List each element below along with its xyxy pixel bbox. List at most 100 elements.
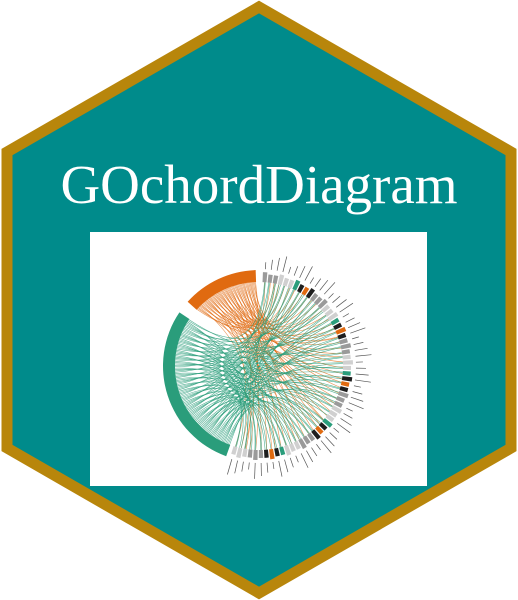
gene-segment [333,400,343,408]
gene-segment [301,286,310,296]
gene-segment [340,381,350,387]
chord-link-green [175,363,342,383]
gene-segment [318,422,328,431]
chord-link-green [210,389,336,436]
gene-segment [335,326,347,335]
gene-label-mark [352,391,363,395]
chord-link-green [184,381,339,405]
gene-segment [274,447,280,457]
gene-segment [339,338,348,345]
gene-label-mark [355,373,369,376]
chord-link-green [193,381,340,420]
gene-label-mark [336,299,347,308]
gene-segment [330,317,340,326]
gene-label-mark [314,278,322,287]
chord-link-green [192,397,242,447]
gene-segment [342,360,353,365]
chord-link-green [183,390,296,442]
gene-segment [297,283,305,293]
gene-label-mark [353,385,361,388]
chord-link-green [176,351,333,407]
chord-link-green [181,371,343,400]
gene-label-mark [282,256,288,273]
chord-link-green [175,291,300,357]
gene-label-mark [289,457,294,468]
gene-label-mark [295,455,299,463]
gene-segment [267,274,273,283]
chord-link-green [218,299,312,440]
gene-label-mark [345,317,355,323]
gene-label-mark [337,423,351,434]
chord-link-green [175,373,324,420]
chord-link-green [177,282,270,385]
gene-label-mark [353,342,364,345]
gene-segment [311,429,321,440]
chord-link-green [212,338,339,437]
gene-label-mark [227,459,233,475]
gene-label-mark [354,379,371,383]
chord-link-green [179,339,318,427]
gene-label-mark [332,295,341,303]
sticker-title: GOchordDiagram [60,154,457,215]
gene-label-mark [316,444,321,451]
gene-label-mark [348,402,364,410]
gene-segment [279,446,286,456]
gene-segment [298,438,307,450]
chord-link-green [175,356,320,425]
chord-link-green [183,327,297,442]
gene-segment [315,425,324,435]
gene-label-mark [328,293,334,299]
chord-link-green [207,318,329,433]
gene-label-mark [254,462,256,479]
gene-segment [342,365,351,371]
gene-label-mark [266,462,269,473]
chord-link-orange [237,284,290,322]
gene-segment [307,432,316,442]
chord-gene-labels [227,256,372,479]
gene-segment [231,446,238,455]
gene-segment [262,272,268,283]
chord-link-green [175,372,266,450]
chord-link-green [176,377,310,434]
gene-label-mark [276,257,280,271]
gene-segment [340,343,352,350]
gene-segment [247,449,253,458]
gene-label-mark [319,279,329,291]
gene-label-mark [320,440,332,454]
gene-segment [322,418,333,428]
gene-label-mark [325,436,335,447]
gene-label-mark [234,460,238,474]
gene-segment [325,414,335,423]
gene-segment [324,308,334,317]
gene-segment [310,292,319,302]
gene-label-mark [352,336,359,340]
chord-link-green [187,347,341,411]
gene-label-mark [306,450,314,463]
gene-label-mark [304,266,313,281]
gene-label-mark [278,460,283,477]
chord-link-green [178,385,272,450]
chord-diagram-picture [163,256,372,479]
gene-segment [282,277,290,287]
gene-segment [342,370,351,376]
gene-label-mark [350,396,364,402]
chord-link-orange [244,282,259,449]
gene-segment [337,332,347,340]
chord-link-green [188,319,342,356]
chord-link-green [214,404,268,450]
chord-link-green [226,388,337,444]
gene-segment [277,274,285,286]
chord-link-green [182,282,266,402]
gene-label-mark [350,327,366,334]
gene-label-mark [347,322,361,329]
gene-segment [341,376,353,382]
gene-segment [313,296,323,306]
gene-label-mark [340,418,352,426]
gene-label-mark [323,282,336,295]
gene-segment [321,304,331,313]
go-term-arc-green [163,312,231,457]
gene-segment [269,448,275,460]
chord-link-green [188,296,308,339]
gene-label-mark [284,459,289,473]
